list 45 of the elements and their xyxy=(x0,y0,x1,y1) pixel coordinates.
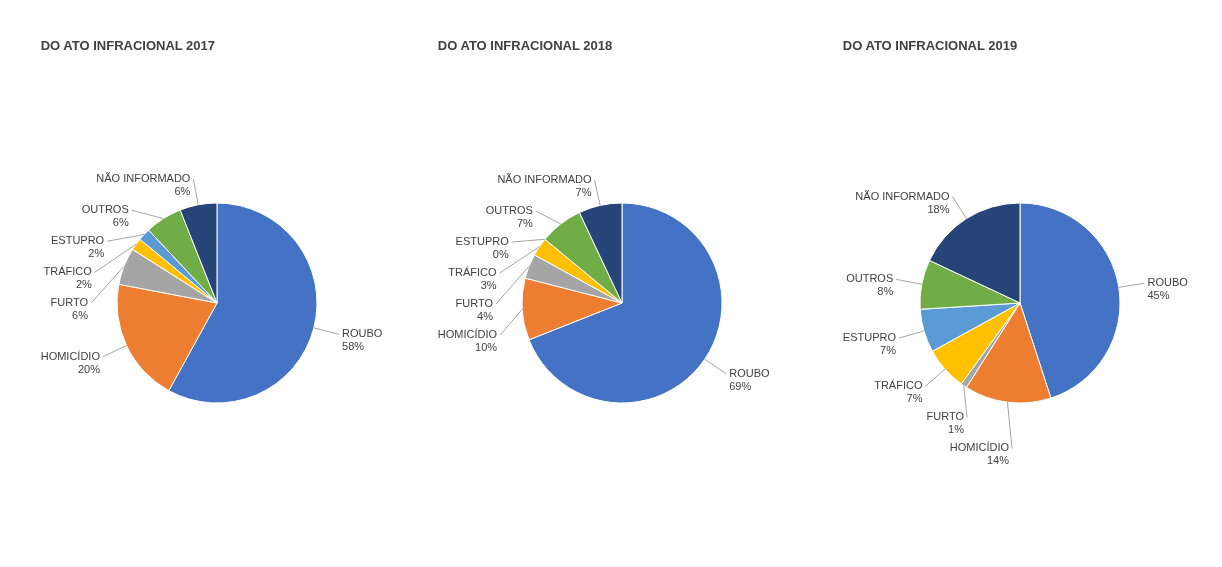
slice-label: HOMICÍDIO xyxy=(40,349,101,362)
chart-title: DO ATO INFRACIONAL 2017 xyxy=(40,38,216,53)
data-label: 7% xyxy=(880,344,897,357)
slice-label: TRÁFICO xyxy=(43,265,93,278)
data-label: 2% xyxy=(75,278,93,291)
data-label: 20% xyxy=(77,362,101,375)
data-label: 8% xyxy=(877,285,894,298)
slice-label: NÃO INFORMADO xyxy=(96,172,191,185)
text: 0% xyxy=(492,248,509,261)
data-label: 45% xyxy=(1147,289,1170,302)
slice-label: ROUBO xyxy=(342,327,383,340)
slice-label: ROUBO xyxy=(729,366,770,379)
legend-label: ESTUPRO xyxy=(455,235,510,248)
data-label: 69% xyxy=(729,379,752,392)
slice-label: FURTO xyxy=(926,410,965,423)
slice-label: NÃO INFORMADO xyxy=(497,173,592,186)
data-label: 7% xyxy=(906,392,923,405)
slice-label: ESTUPRO xyxy=(50,234,105,247)
slice-label: FURTO xyxy=(50,296,89,309)
data-label: 6% xyxy=(72,309,89,322)
data-label: 3% xyxy=(480,279,497,292)
data-label: 7% xyxy=(575,186,592,199)
chart-title: DO ATO INFRACIONAL 2019 xyxy=(842,38,1018,53)
data-label: 6% xyxy=(174,185,191,198)
slice-label: TRÁFICO xyxy=(448,266,498,279)
slice-label: FURTO xyxy=(455,297,494,310)
data-label: 14% xyxy=(986,454,1010,467)
data-label: 2% xyxy=(88,247,105,260)
data-label: 10% xyxy=(475,341,498,354)
slice-label: ESTUPRO xyxy=(842,331,897,344)
data-label: 1% xyxy=(948,423,965,436)
slice-label: ROUBO xyxy=(1147,276,1189,289)
slice-label: OUTROS xyxy=(81,203,129,216)
chart-title: DO ATO INFRACIONAL 2018 xyxy=(437,38,613,53)
data-label: 18% xyxy=(927,202,950,215)
slice-label: OUTROS xyxy=(846,272,894,285)
slice-label: TRÁFICO xyxy=(874,379,923,392)
data-label: 58% xyxy=(342,340,365,353)
slice-label: OUTROS xyxy=(485,204,533,217)
slice-label: NÃO INFORMADO xyxy=(855,189,950,202)
data-label: 6% xyxy=(112,216,129,229)
data-label: 4% xyxy=(477,310,494,323)
data-label: 7% xyxy=(516,217,534,230)
slice-label: HOMICÍDIO xyxy=(437,328,498,341)
slice-label: HOMICÍDIO xyxy=(949,441,1010,454)
